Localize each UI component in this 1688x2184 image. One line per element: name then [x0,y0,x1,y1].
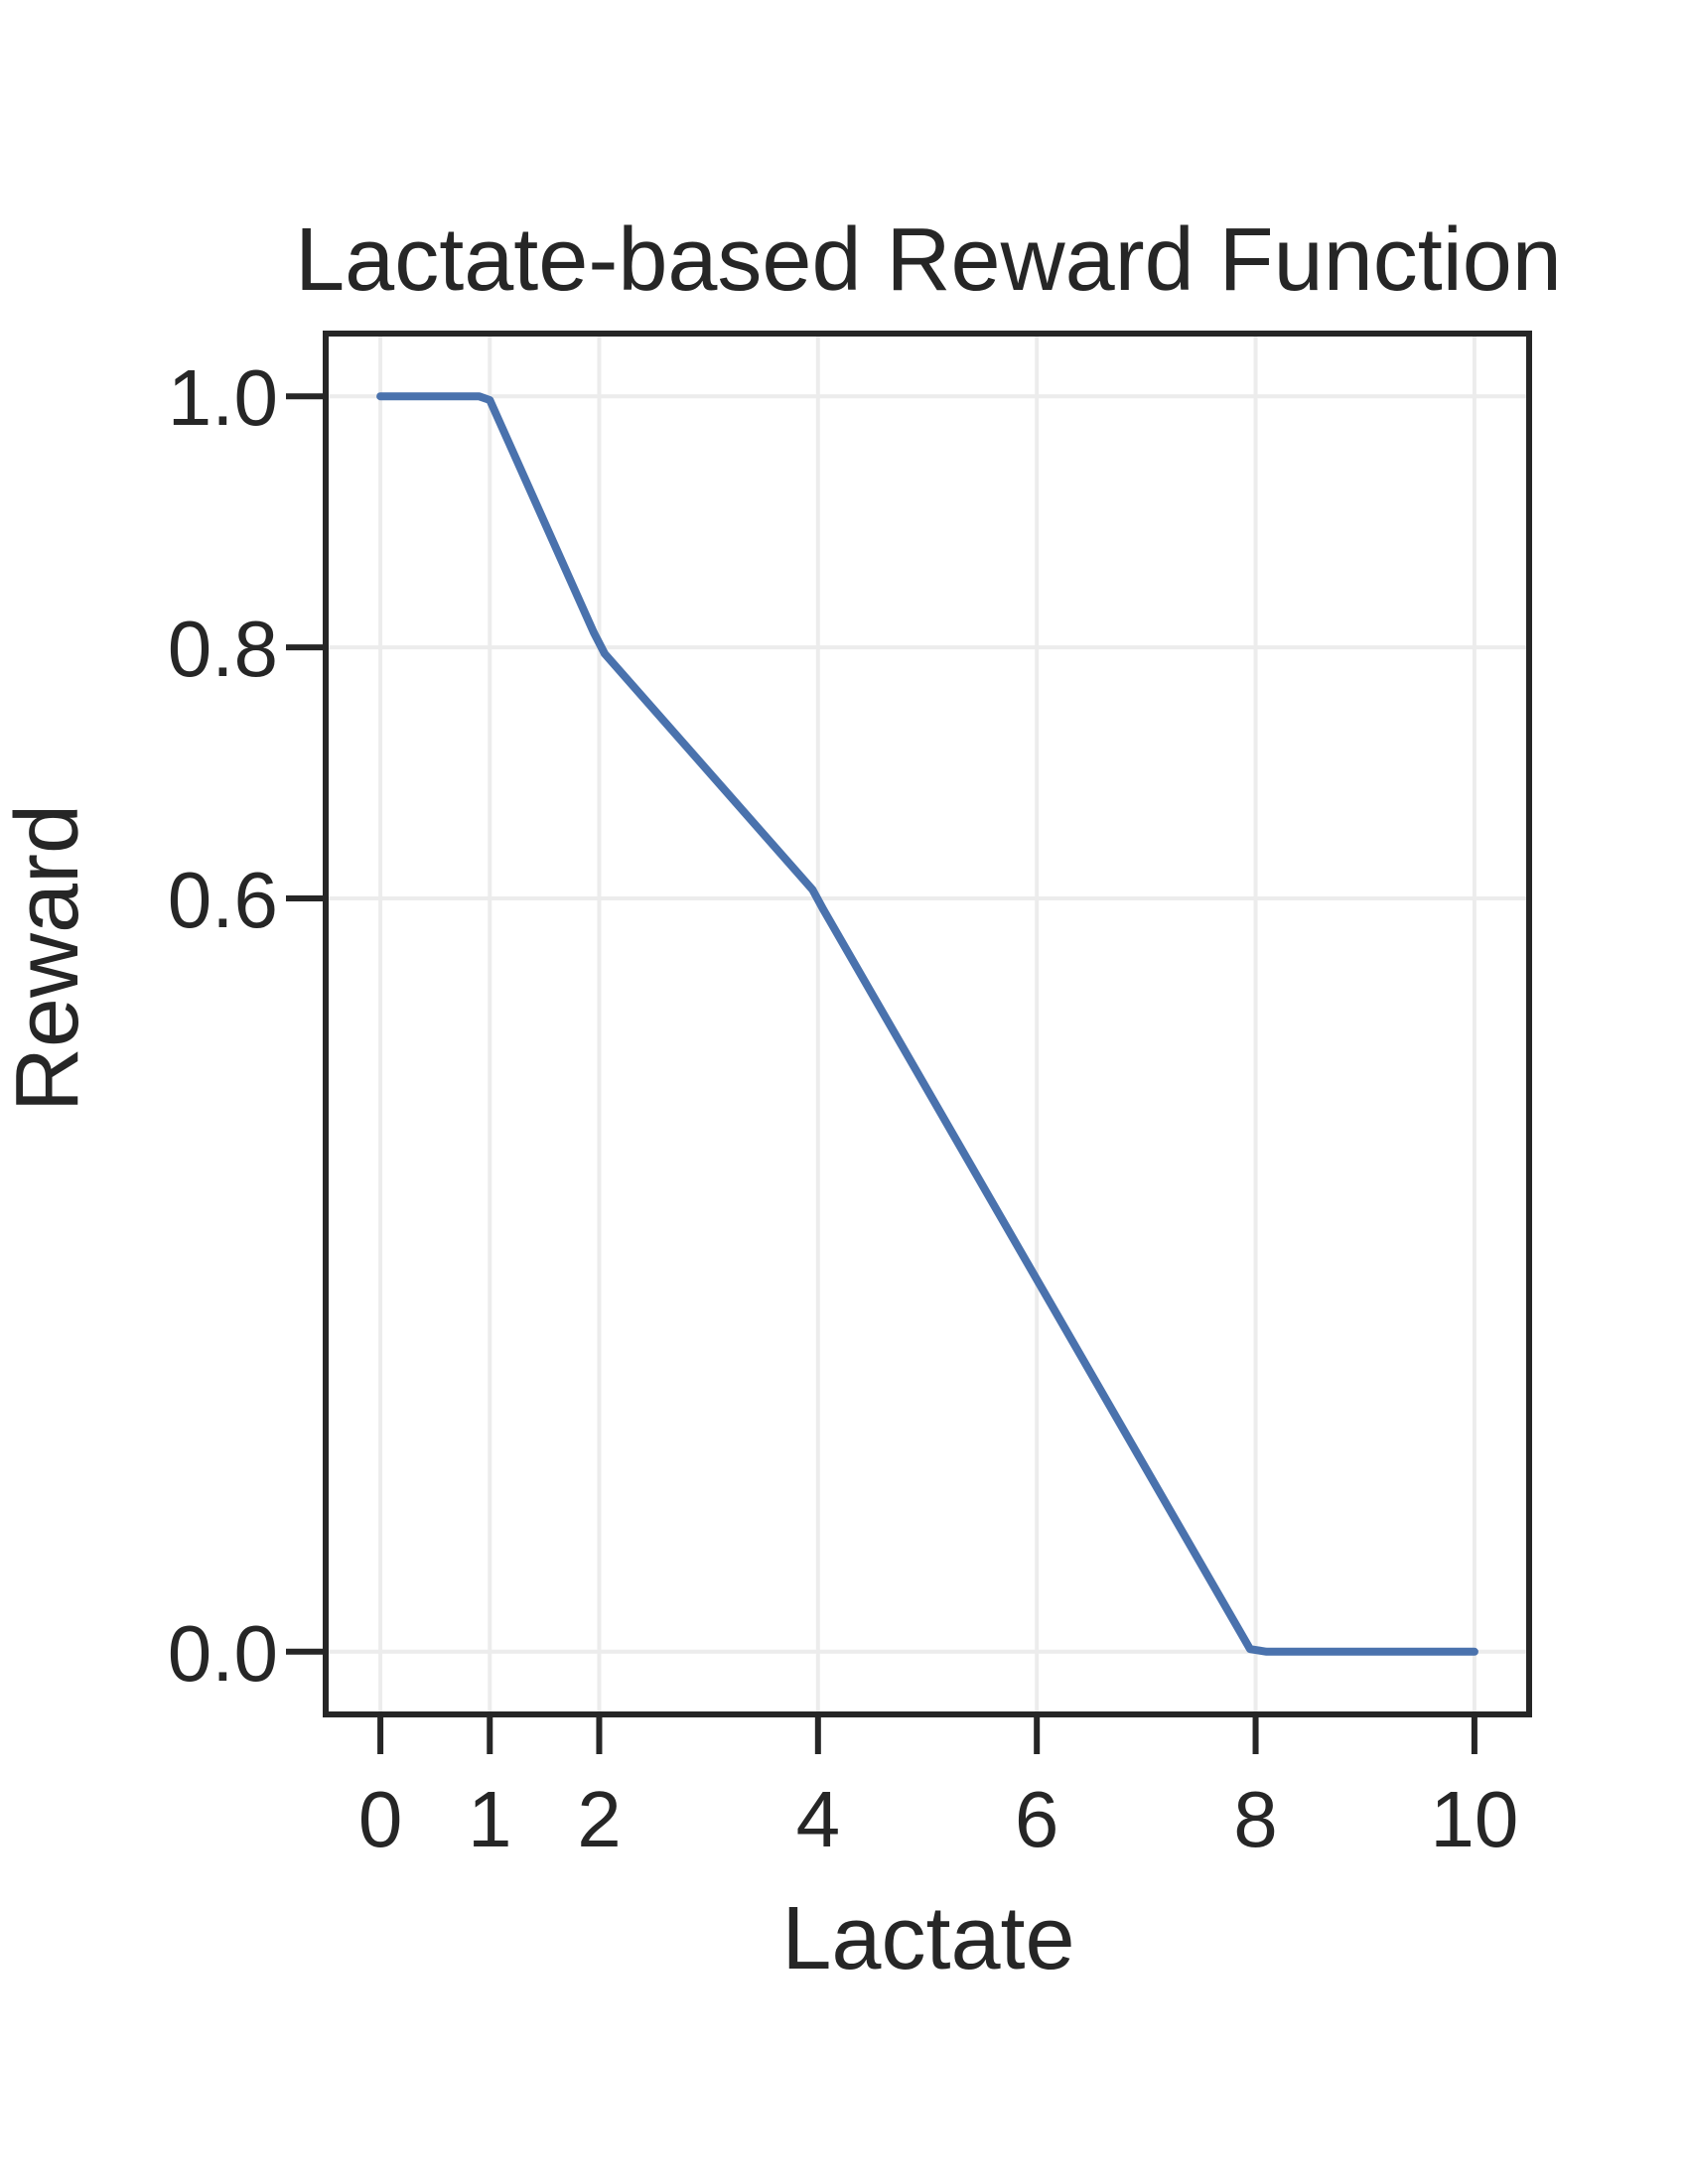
grid [326,334,1529,1714]
plot-frame [323,331,1532,1717]
x-axis-label: Lactate [781,1889,1074,1988]
chart-title: Lactate-based Reward Function [295,210,1562,310]
y-tick-label: 0.6 [168,856,278,944]
series-line [376,392,1478,1656]
x-axis: 0 1 2 4 6 8 10 [358,1714,1518,1863]
y-axis-label: Reward [0,804,97,1112]
x-tick-label: 2 [577,1775,622,1863]
x-tick-label: 1 [468,1775,512,1863]
y-tick-label: 0.8 [168,605,278,693]
x-tick-label: 10 [1430,1775,1518,1863]
x-tick-label: 4 [796,1775,841,1863]
x-tick-label: 6 [1015,1775,1059,1863]
y-tick-label: 0.0 [168,1609,278,1698]
series-layer [376,392,1478,1656]
y-axis: 0.0 0.6 0.8 1.0 [168,353,326,1698]
x-tick-label: 8 [1233,1775,1278,1863]
x-tick-label: 0 [358,1775,403,1863]
y-tick-label: 1.0 [168,353,278,442]
